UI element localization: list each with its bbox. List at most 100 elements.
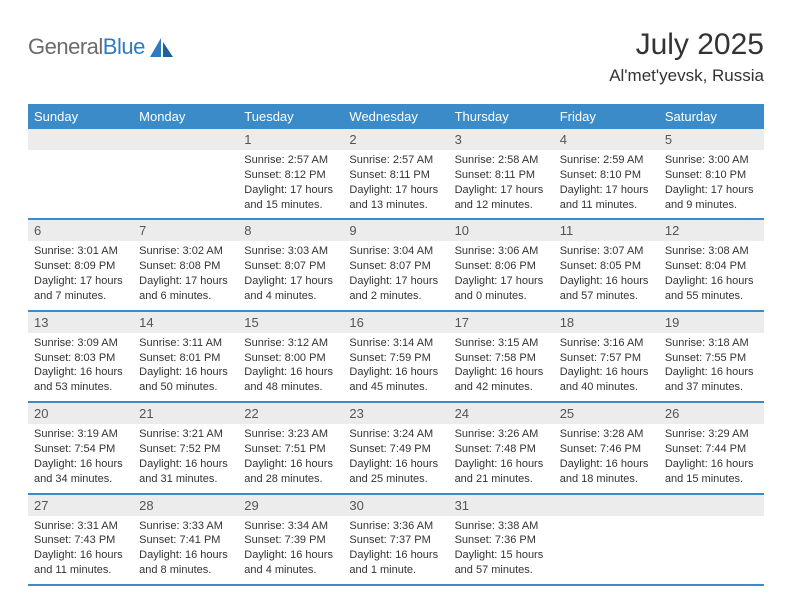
day-details: Sunrise: 3:33 AMSunset: 7:41 PMDaylight:… (133, 516, 238, 584)
weekday-sun: Sunday (28, 104, 133, 129)
sunset-text: Sunset: 7:48 PM (455, 442, 548, 457)
day-number: 24 (449, 403, 554, 424)
daylight-text: Daylight: 15 hours and 57 minutes. (455, 548, 548, 578)
day-details (133, 150, 238, 159)
day-cell: 17Sunrise: 3:15 AMSunset: 7:58 PMDayligh… (449, 312, 554, 401)
weekday-mon: Monday (133, 104, 238, 129)
sunrise-text: Sunrise: 2:57 AM (244, 153, 337, 168)
day-number: 31 (449, 495, 554, 516)
daylight-text: Daylight: 16 hours and 15 minutes. (665, 457, 758, 487)
daylight-text: Daylight: 17 hours and 9 minutes. (665, 183, 758, 213)
sunrise-text: Sunrise: 3:09 AM (34, 336, 127, 351)
sunrise-text: Sunrise: 3:02 AM (139, 244, 232, 259)
day-number: 23 (343, 403, 448, 424)
day-cell (133, 129, 238, 218)
sunrise-text: Sunrise: 3:08 AM (665, 244, 758, 259)
day-cell: 8Sunrise: 3:03 AMSunset: 8:07 PMDaylight… (238, 220, 343, 309)
sunrise-text: Sunrise: 3:07 AM (560, 244, 653, 259)
location: Al'met'yevsk, Russia (609, 66, 764, 86)
day-cell: 26Sunrise: 3:29 AMSunset: 7:44 PMDayligh… (659, 403, 764, 492)
day-cell: 30Sunrise: 3:36 AMSunset: 7:37 PMDayligh… (343, 495, 448, 584)
day-details: Sunrise: 3:14 AMSunset: 7:59 PMDaylight:… (343, 333, 448, 401)
day-cell (28, 129, 133, 218)
daylight-text: Daylight: 17 hours and 0 minutes. (455, 274, 548, 304)
weekday-header: Sunday Monday Tuesday Wednesday Thursday… (28, 104, 764, 129)
sunset-text: Sunset: 7:52 PM (139, 442, 232, 457)
sunrise-text: Sunrise: 3:03 AM (244, 244, 337, 259)
sunset-text: Sunset: 8:11 PM (349, 168, 442, 183)
day-details: Sunrise: 2:59 AMSunset: 8:10 PMDaylight:… (554, 150, 659, 218)
calendar: Sunday Monday Tuesday Wednesday Thursday… (28, 104, 764, 586)
day-details (659, 516, 764, 525)
day-cell: 4Sunrise: 2:59 AMSunset: 8:10 PMDaylight… (554, 129, 659, 218)
day-details: Sunrise: 3:08 AMSunset: 8:04 PMDaylight:… (659, 241, 764, 309)
day-number: 27 (28, 495, 133, 516)
day-cell: 19Sunrise: 3:18 AMSunset: 7:55 PMDayligh… (659, 312, 764, 401)
sunrise-text: Sunrise: 3:36 AM (349, 519, 442, 534)
day-details: Sunrise: 3:07 AMSunset: 8:05 PMDaylight:… (554, 241, 659, 309)
daylight-text: Daylight: 17 hours and 2 minutes. (349, 274, 442, 304)
daylight-text: Daylight: 16 hours and 1 minute. (349, 548, 442, 578)
day-details: Sunrise: 3:02 AMSunset: 8:08 PMDaylight:… (133, 241, 238, 309)
daylight-text: Daylight: 16 hours and 4 minutes. (244, 548, 337, 578)
day-cell (554, 495, 659, 584)
day-details: Sunrise: 3:03 AMSunset: 8:07 PMDaylight:… (238, 241, 343, 309)
daylight-text: Daylight: 17 hours and 6 minutes. (139, 274, 232, 304)
day-cell (659, 495, 764, 584)
day-number: 5 (659, 129, 764, 150)
day-details: Sunrise: 2:58 AMSunset: 8:11 PMDaylight:… (449, 150, 554, 218)
day-cell: 29Sunrise: 3:34 AMSunset: 7:39 PMDayligh… (238, 495, 343, 584)
day-cell: 21Sunrise: 3:21 AMSunset: 7:52 PMDayligh… (133, 403, 238, 492)
day-number: 3 (449, 129, 554, 150)
brand-text-a: General (28, 34, 103, 59)
daylight-text: Daylight: 17 hours and 11 minutes. (560, 183, 653, 213)
day-details: Sunrise: 3:23 AMSunset: 7:51 PMDaylight:… (238, 424, 343, 492)
brand-logo: GeneralBlue (28, 34, 175, 60)
day-number (554, 495, 659, 516)
daylight-text: Daylight: 16 hours and 21 minutes. (455, 457, 548, 487)
day-cell: 23Sunrise: 3:24 AMSunset: 7:49 PMDayligh… (343, 403, 448, 492)
brand-text-b: Blue (103, 34, 145, 59)
sunset-text: Sunset: 8:05 PM (560, 259, 653, 274)
day-details: Sunrise: 3:12 AMSunset: 8:00 PMDaylight:… (238, 333, 343, 401)
day-details: Sunrise: 3:29 AMSunset: 7:44 PMDaylight:… (659, 424, 764, 492)
day-cell: 20Sunrise: 3:19 AMSunset: 7:54 PMDayligh… (28, 403, 133, 492)
day-cell: 7Sunrise: 3:02 AMSunset: 8:08 PMDaylight… (133, 220, 238, 309)
day-details: Sunrise: 3:31 AMSunset: 7:43 PMDaylight:… (28, 516, 133, 584)
daylight-text: Daylight: 16 hours and 40 minutes. (560, 365, 653, 395)
day-number: 19 (659, 312, 764, 333)
weekday-fri: Friday (554, 104, 659, 129)
sunset-text: Sunset: 8:04 PM (665, 259, 758, 274)
sunset-text: Sunset: 7:51 PM (244, 442, 337, 457)
sunrise-text: Sunrise: 3:21 AM (139, 427, 232, 442)
sunrise-text: Sunrise: 3:04 AM (349, 244, 442, 259)
brand-text: GeneralBlue (28, 34, 145, 60)
day-number: 9 (343, 220, 448, 241)
sunset-text: Sunset: 7:39 PM (244, 533, 337, 548)
day-details: Sunrise: 3:00 AMSunset: 8:10 PMDaylight:… (659, 150, 764, 218)
daylight-text: Daylight: 16 hours and 45 minutes. (349, 365, 442, 395)
day-cell: 11Sunrise: 3:07 AMSunset: 8:05 PMDayligh… (554, 220, 659, 309)
sunset-text: Sunset: 7:46 PM (560, 442, 653, 457)
sunset-text: Sunset: 8:10 PM (665, 168, 758, 183)
sunset-text: Sunset: 7:57 PM (560, 351, 653, 366)
daylight-text: Daylight: 17 hours and 12 minutes. (455, 183, 548, 213)
day-details: Sunrise: 3:28 AMSunset: 7:46 PMDaylight:… (554, 424, 659, 492)
sunrise-text: Sunrise: 3:14 AM (349, 336, 442, 351)
sunrise-text: Sunrise: 2:58 AM (455, 153, 548, 168)
day-number: 16 (343, 312, 448, 333)
sunrise-text: Sunrise: 3:06 AM (455, 244, 548, 259)
day-cell: 15Sunrise: 3:12 AMSunset: 8:00 PMDayligh… (238, 312, 343, 401)
sunset-text: Sunset: 7:58 PM (455, 351, 548, 366)
sunset-text: Sunset: 7:54 PM (34, 442, 127, 457)
week-row: 27Sunrise: 3:31 AMSunset: 7:43 PMDayligh… (28, 495, 764, 586)
daylight-text: Daylight: 16 hours and 18 minutes. (560, 457, 653, 487)
daylight-text: Daylight: 16 hours and 42 minutes. (455, 365, 548, 395)
sunset-text: Sunset: 8:10 PM (560, 168, 653, 183)
day-number: 12 (659, 220, 764, 241)
day-number: 25 (554, 403, 659, 424)
daylight-text: Daylight: 16 hours and 48 minutes. (244, 365, 337, 395)
daylight-text: Daylight: 16 hours and 53 minutes. (34, 365, 127, 395)
sunrise-text: Sunrise: 3:33 AM (139, 519, 232, 534)
sunset-text: Sunset: 7:55 PM (665, 351, 758, 366)
